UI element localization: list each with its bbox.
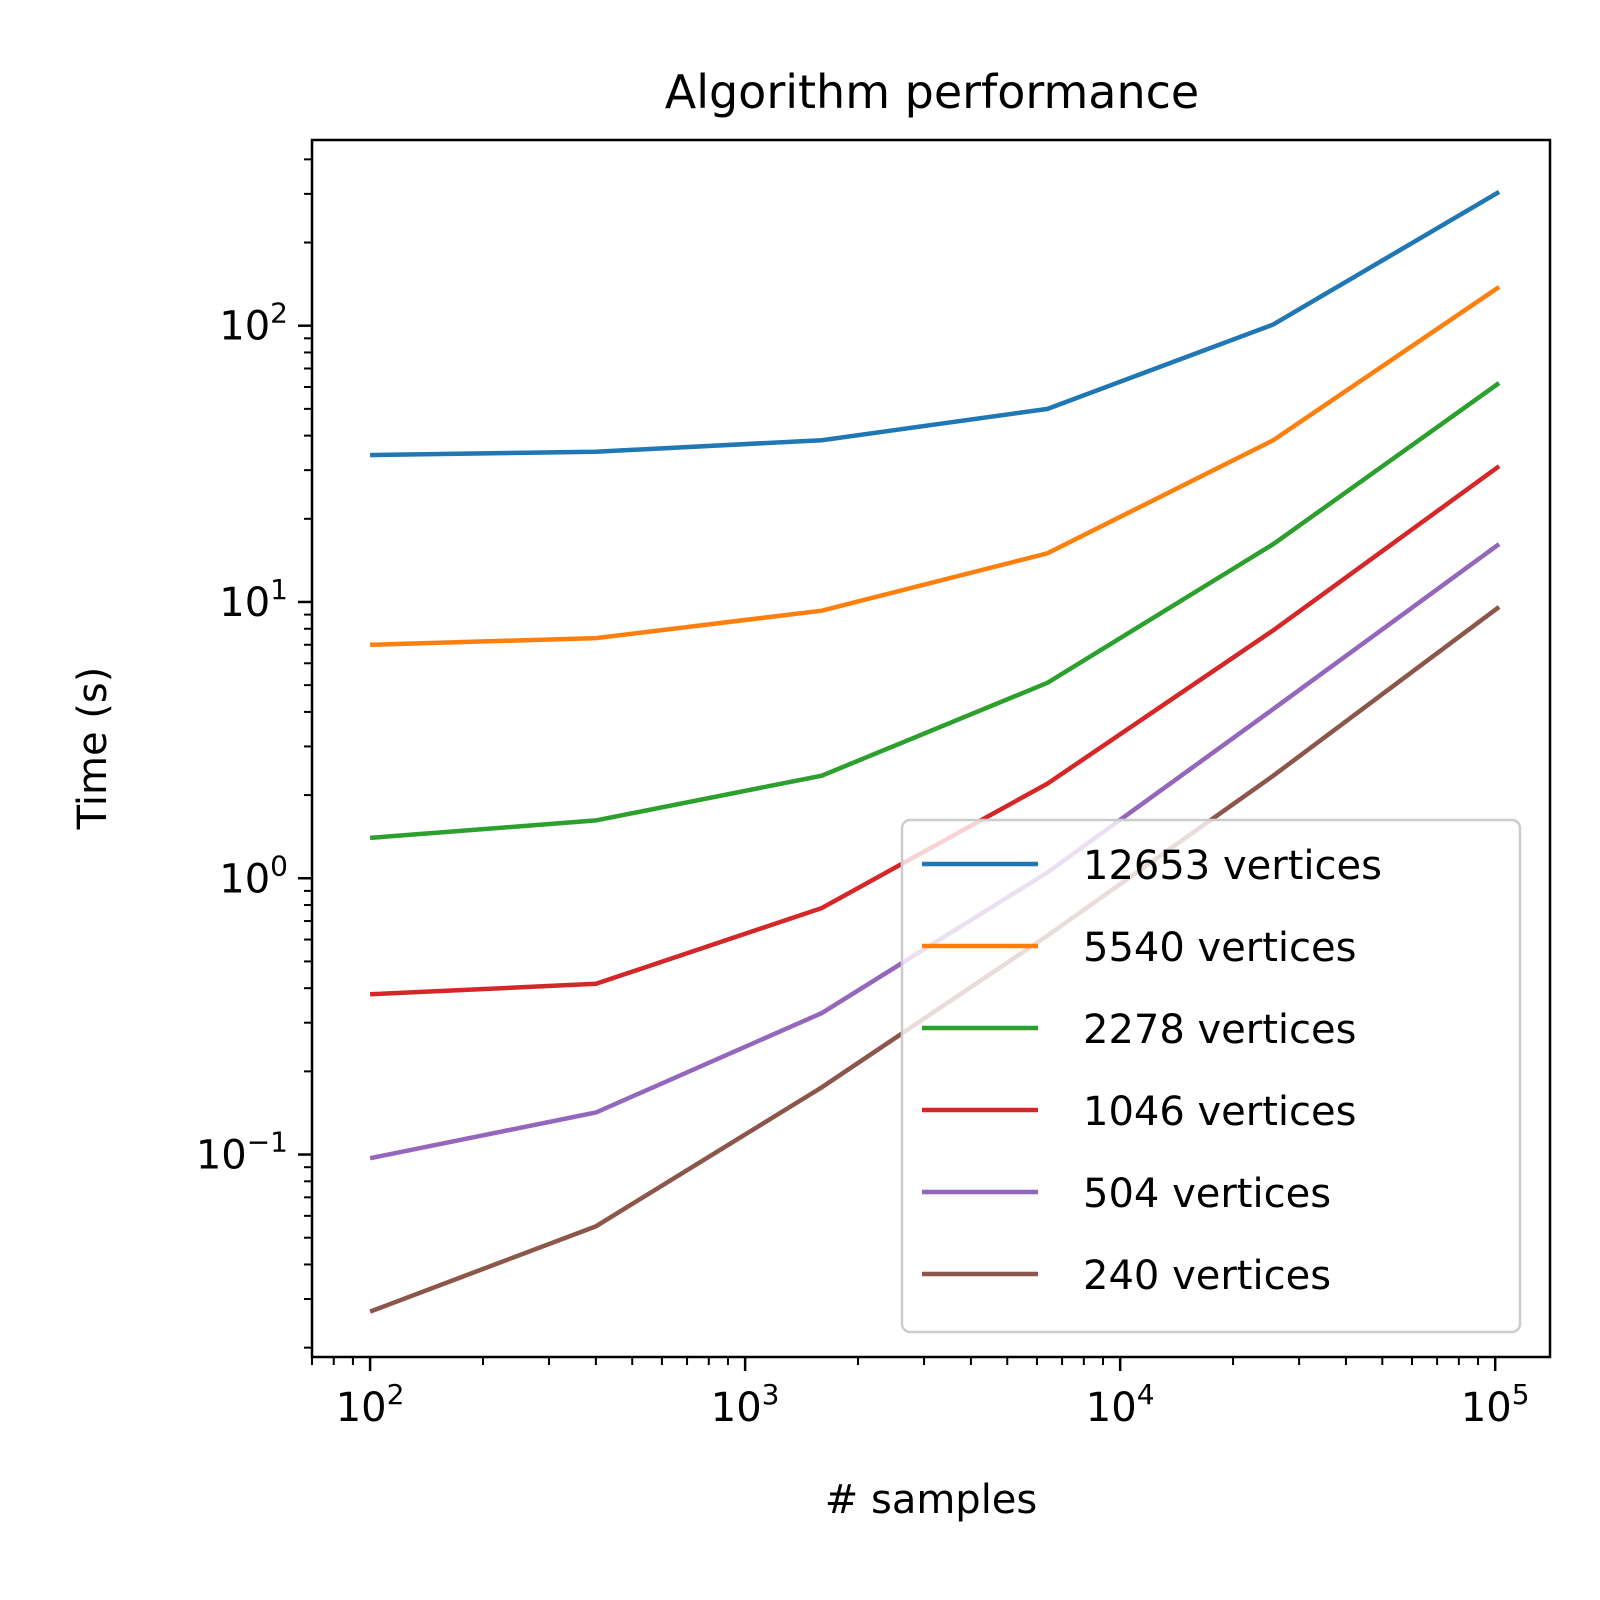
y-tick-label: 10−1 xyxy=(196,1126,288,1179)
axes-frame xyxy=(310,138,1552,1359)
legend-label-2: 2278 vertices xyxy=(1083,1007,1356,1053)
legend: 12653 vertices 5540 vertices 2278 vertices… xyxy=(900,818,1522,1334)
legend-box xyxy=(900,818,1522,1334)
x-axis-label: # samples xyxy=(825,1477,1038,1523)
legend-label-5: 240 vertices xyxy=(1083,1253,1331,1299)
series-line-0 xyxy=(370,189,1501,458)
legend-label-4: 504 vertices xyxy=(1083,1171,1331,1217)
x-tick-label: 102 xyxy=(336,1378,405,1431)
x-tick-label: 105 xyxy=(1461,1378,1530,1431)
y-tick-label: 102 xyxy=(219,297,288,350)
series-line-2 xyxy=(369,381,1501,841)
legend-label-0: 12653 vertices xyxy=(1083,843,1382,889)
series-line-1 xyxy=(370,285,1501,648)
legend-label-3: 1046 vertices xyxy=(1083,1089,1356,1135)
y-axis-ticks: 10−1 100 101 102 xyxy=(196,158,312,1349)
y-tick-label: 100 xyxy=(219,849,288,902)
y-axis-label: Time (s) xyxy=(70,667,116,831)
x-tick-label: 104 xyxy=(1086,1378,1155,1431)
legend-label-1: 5540 vertices xyxy=(1083,925,1356,971)
chart-title: Algorithm performance xyxy=(665,65,1200,119)
x-axis-ticks: 102 103 104 105 xyxy=(311,1357,1530,1431)
y-tick-label: 101 xyxy=(219,573,288,626)
x-tick-label: 103 xyxy=(711,1378,780,1431)
